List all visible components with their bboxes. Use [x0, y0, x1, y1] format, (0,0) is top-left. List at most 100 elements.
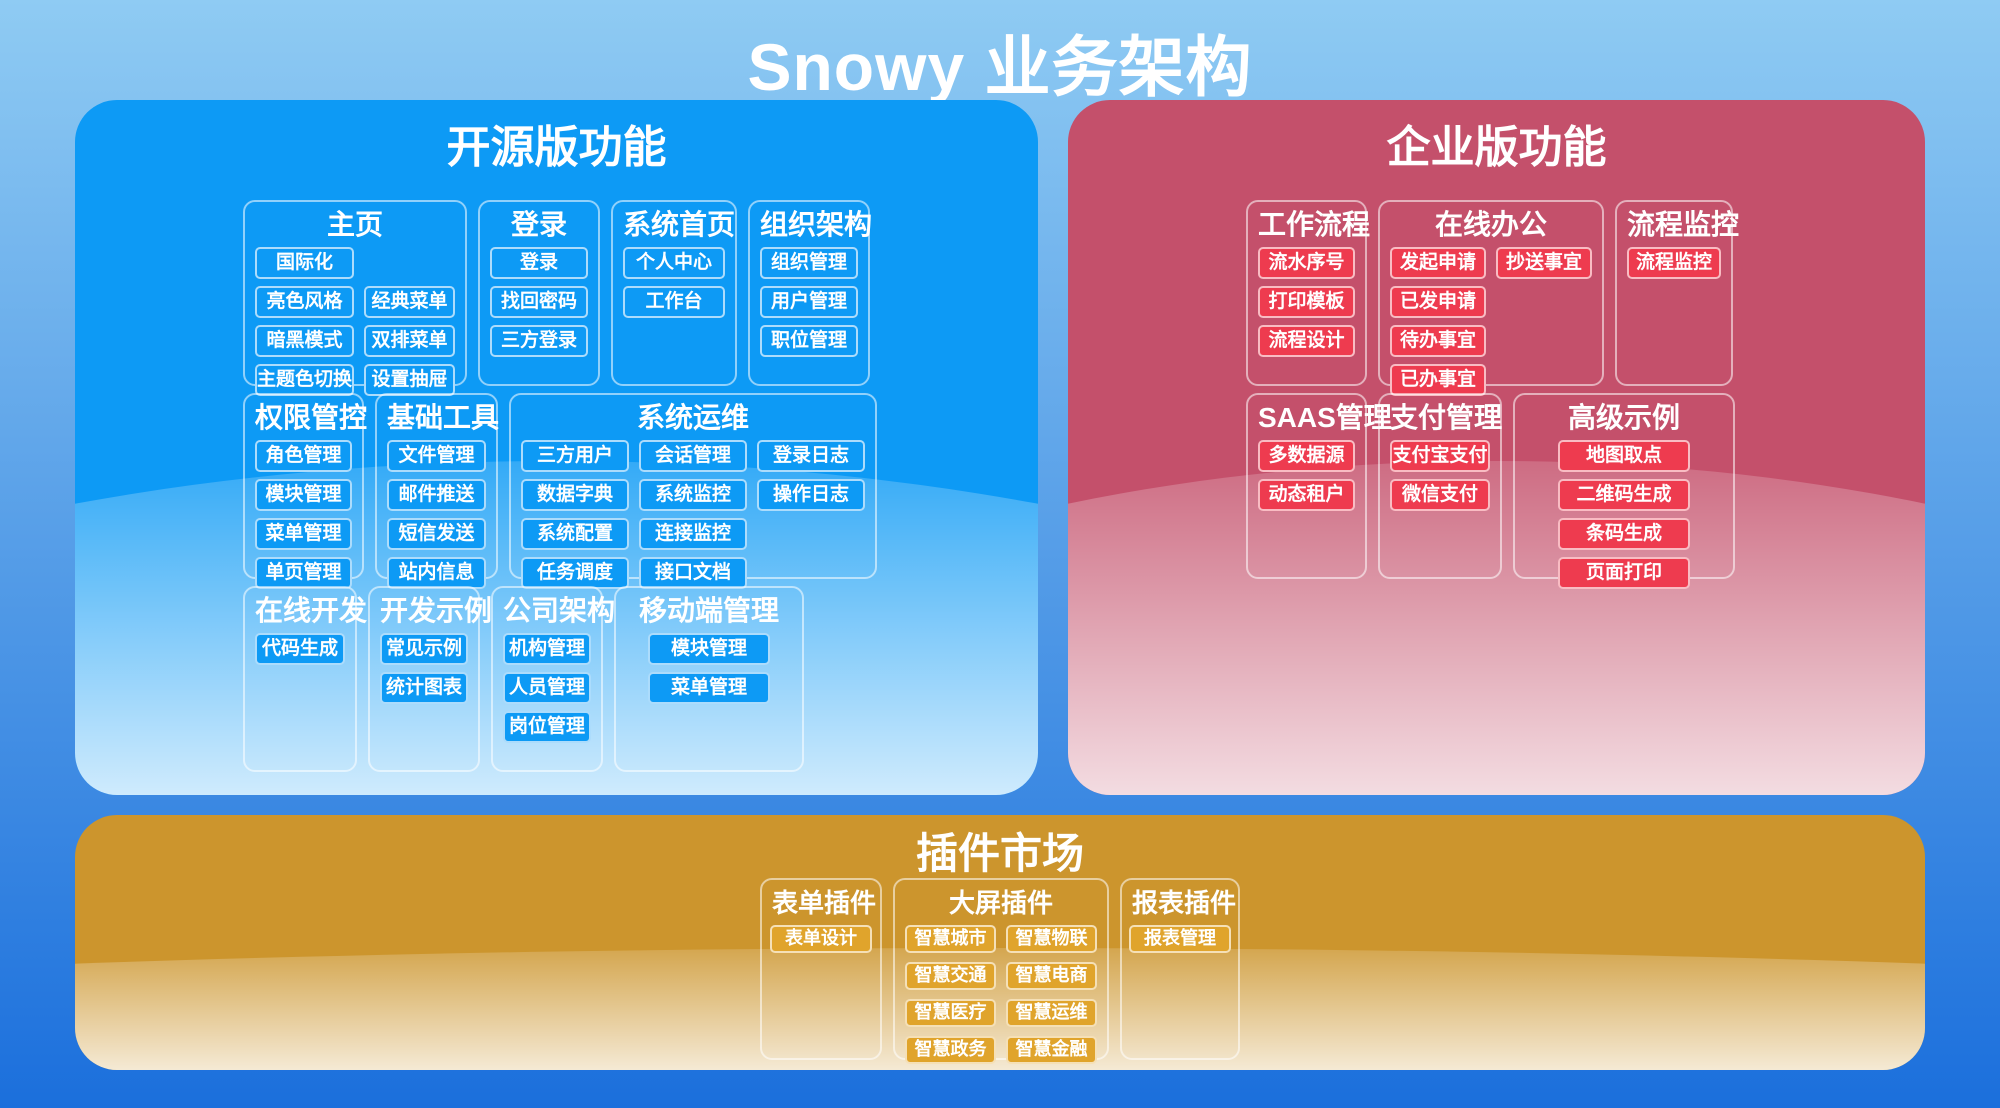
section-rows: 主页 国际化 亮色风格 经典菜单 暗黑模式 双排菜单 主题色切换 设置抽屉 登录 登录 找回密码 三方… — [75, 200, 1038, 772]
feature-grid: 流程监控 — [1627, 247, 1721, 279]
feature-chip: 智慧物联 — [1006, 925, 1097, 953]
group-title: SAAS管理 — [1258, 402, 1392, 433]
group-title: 组织架构 — [760, 209, 873, 240]
feature-chip: 职位管理 — [760, 325, 858, 357]
feature-chip: 发起申请 — [1390, 247, 1486, 279]
feature-row: 主页 国际化 亮色风格 经典菜单 暗黑模式 双排菜单 主题色切换 设置抽屉 登录 登录 找回密码 三方… — [243, 200, 1038, 396]
group-title: 基础工具 — [387, 402, 500, 433]
group-title: 登录 — [510, 209, 567, 240]
feature-chip: 登录 — [490, 247, 588, 279]
group-home: 主页国际化 亮色风格 经典菜单 暗黑模式 双排菜单 主题色切换 设置抽屉 — [243, 200, 467, 396]
feature-grid: 支付宝支付 微信支付 — [1390, 440, 1490, 511]
feature-chip: 抄送事宜 — [1496, 247, 1592, 279]
feature-chip: 短信发送 — [387, 518, 486, 550]
group-permission: 权限管控 角色管理 模块管理 菜单管理 单页管理 — [243, 393, 368, 589]
feature-chip: 常见示例 — [380, 633, 468, 665]
group-online-dev: 在线开发 代码生成 — [243, 586, 368, 772]
feature-chip: 登录日志 — [757, 440, 865, 472]
feature-chip: 动态租户 — [1258, 479, 1355, 511]
feature-chip: 智慧医疗 — [905, 999, 996, 1027]
feature-chip: 支付宝支付 — [1390, 440, 1490, 472]
feature-chip: 代码生成 — [255, 633, 345, 665]
feature-chip: 地图取点 — [1558, 440, 1690, 472]
group-title: 表单插件 — [772, 888, 877, 918]
group-workflow: 工作流程流水序号 打印模板 流程设计 — [1246, 200, 1371, 386]
feature-row: 在线开发 代码生成 开发示例 常见示例 统计图表 公司架构 机构管理 人员管理 岗位管理 移动端管… — [243, 586, 1038, 772]
feature-chip: 智慧城市 — [905, 925, 996, 953]
feature-chip: 智慧金融 — [1006, 1036, 1097, 1064]
feature-chip: 二维码生成 — [1558, 479, 1690, 511]
feature-row: 表单插件 表单设计 大屏插件 智慧城市 智慧物联 智慧交通 智慧电商 智慧医疗 智慧运维 智慧政务… — [75, 878, 1925, 1064]
feature-grid: 流水序号 打印模板 流程设计 — [1258, 247, 1355, 357]
group-login: 登录 登录 找回密码 三方登录 — [478, 200, 600, 386]
panel-enterprise: 企业版功能 工作流程 流水序号 打印模板 流程设计 在线办公 发起申请 抄送事宜 已发申请 待办… — [1068, 100, 1925, 795]
feature-grid: 登录找回密码三方登录 — [490, 247, 588, 357]
feature-row: 权限管控 角色管理 模块管理 菜单管理 单页管理 基础工具文件管理 邮件推送 短信发送 站内信息… — [243, 393, 1038, 589]
panel-open-source: 开源版功能 主页 国际化 亮色风格 经典菜单 暗黑模式 双排菜单 主题色切换 设置抽屉 登录 登录… — [75, 100, 1038, 795]
section-rows: 工作流程 流水序号 打印模板 流程设计 在线办公 发起申请 抄送事宜 已发申请 待办事宜 已办事宜… — [1068, 200, 1925, 589]
feature-chip: 工作台 — [623, 286, 725, 318]
feature-chip: 统计图表 — [380, 672, 468, 704]
group-screen-plugin: 大屏插件 智慧城市 智慧物联 智慧交通 智慧电商 智慧医疗 智慧运维 智慧政务 智慧金融 — [893, 878, 1109, 1064]
group-form-plugin: 表单插件 表单设计 — [760, 878, 882, 1060]
section-title-plugin-market: 插件市场 — [915, 830, 1084, 877]
feature-chip: 单页管理 — [255, 557, 352, 589]
group-saas: SAAS管理 多数据源动态租户 — [1246, 393, 1392, 579]
group-mobile: 移动端管理模块管理菜单管理 — [614, 586, 804, 772]
group-title: 报表插件 — [1132, 888, 1237, 918]
feature-chip: 页面打印 — [1558, 557, 1690, 589]
feature-chip: 文件管理 — [387, 440, 486, 472]
group-title: 大屏插件 — [948, 888, 1053, 918]
feature-chip: 组织管理 — [760, 247, 858, 279]
feature-chip: 岗位管理 — [503, 711, 591, 743]
feature-chip: 数据字典 — [521, 479, 629, 511]
feature-chip: 条码生成 — [1558, 518, 1690, 550]
feature-chip: 连接监控 — [639, 518, 747, 550]
group-system-home: 系统首页个人中心工作台 — [611, 200, 737, 386]
feature-chip: 微信支付 — [1390, 479, 1490, 511]
group-advanced: 高级示例 地图取点 二维码生成 条码生成 页面打印 — [1513, 393, 1735, 589]
group-title: 流程监控 — [1627, 209, 1740, 240]
group-monitor: 流程监控 流程监控 — [1615, 200, 1740, 386]
group-title: 系统运维 — [636, 402, 749, 433]
feature-chip: 会话管理 — [639, 440, 747, 472]
feature-grid: 国际化 亮色风格 经典菜单 暗黑模式 双排菜单 主题色切换 设置抽屉 — [255, 247, 455, 396]
section-title-enterprise: 企业版功能 — [1386, 123, 1607, 172]
group-title: 主页 — [326, 209, 383, 240]
feature-grid: 三方用户 会话管理 登录日志 数据字典 系统监控 操作日志 系统配置 连接监控 任务调度 接口文档 — [521, 440, 865, 589]
feature-grid: 地图取点二维码生成条码生成页面打印 — [1525, 440, 1723, 589]
feature-chip: 模块管理 — [648, 633, 770, 665]
group-title: 在线开发 — [255, 595, 368, 626]
feature-chip: 个人中心 — [623, 247, 725, 279]
feature-grid: 发起申请 抄送事宜 已发申请 待办事宜 已办事宜 — [1390, 247, 1592, 396]
group-title: 公司架构 — [503, 595, 616, 626]
feature-grid: 常见示例 统计图表 — [380, 633, 468, 704]
feature-chip: 操作日志 — [757, 479, 865, 511]
feature-row: 工作流程 流水序号 打印模板 流程设计 在线办公 发起申请 抄送事宜 已发申请 待办事宜 已办事宜… — [1246, 200, 1925, 396]
feature-chip: 系统监控 — [639, 479, 747, 511]
section-title-open-source: 开源版功能 — [446, 123, 667, 172]
feature-chip: 任务调度 — [521, 557, 629, 589]
feature-chip: 找回密码 — [490, 286, 588, 318]
feature-chip: 暗黑模式 — [255, 325, 355, 357]
group-title: 移动端管理 — [638, 595, 779, 626]
feature-chip: 智慧电商 — [1006, 962, 1097, 990]
feature-chip: 国际化 — [255, 247, 355, 279]
feature-grid: 表单设计 — [770, 925, 872, 953]
top-panels: 开源版功能 主页 国际化 亮色风格 经典菜单 暗黑模式 双排菜单 主题色切换 设置抽屉 登录 登录… — [0, 100, 2000, 795]
feature-chip: 智慧运维 — [1006, 999, 1097, 1027]
feature-chip: 智慧政务 — [905, 1036, 996, 1064]
group-org: 组织架构 组织管理 用户管理 职位管理 — [748, 200, 873, 386]
feature-grid: 文件管理 邮件推送 短信发送 站内信息 — [387, 440, 486, 589]
feature-chip: 流水序号 — [1258, 247, 1355, 279]
group-title: 工作流程 — [1258, 209, 1371, 240]
feature-chip: 菜单管理 — [648, 672, 770, 704]
group-title: 权限管控 — [255, 402, 368, 433]
feature-chip: 人员管理 — [503, 672, 591, 704]
feature-chip: 设置抽屉 — [364, 364, 455, 396]
group-title: 系统首页 — [623, 209, 736, 240]
feature-chip: 多数据源 — [1258, 440, 1355, 472]
feature-grid: 多数据源 动态租户 — [1258, 440, 1355, 511]
feature-chip: 三方登录 — [490, 325, 588, 357]
